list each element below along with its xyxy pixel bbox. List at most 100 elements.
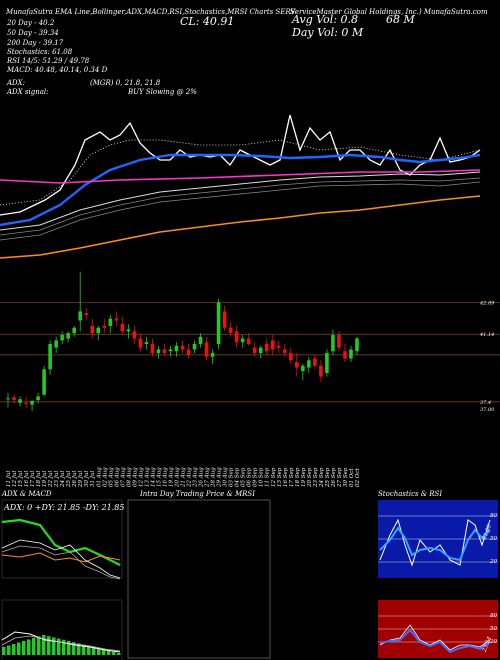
date-label: 23 Aug — [193, 467, 199, 488]
adx-line — [1, 539, 121, 579]
bollinger-lower-line — [0, 181, 481, 241]
candle-body — [174, 345, 179, 352]
mrsi-level-80: 80 — [490, 613, 497, 619]
stochastics-rsi-panel — [378, 500, 498, 658]
date-label: 01 Oct — [349, 468, 355, 487]
date-label: 26 Jul — [72, 471, 78, 488]
date-label: 29 Aug — [217, 467, 223, 488]
date-label: 30 Jul — [84, 471, 90, 487]
date-label: 23 Sep — [313, 467, 319, 488]
adx-signal-line — [1, 545, 121, 580]
candle-body — [48, 344, 52, 370]
date-label: 19 Sep — [301, 467, 307, 487]
candle-body — [150, 344, 155, 354]
date-label: 13 Sep — [277, 467, 283, 487]
stochastics-label: Stochastics: 61.08 — [7, 48, 73, 56]
intraday-panel — [127, 499, 271, 659]
date-label: 05 Aug — [108, 467, 114, 487]
date-label: 22 Aug — [187, 467, 193, 488]
date-label: 29 Jul — [78, 471, 84, 488]
date-label: 09 Aug — [132, 467, 138, 487]
date-label: 20 Aug — [174, 467, 180, 488]
candle-body — [258, 347, 263, 354]
candle-body — [72, 327, 76, 334]
date-label: 01 Aug — [96, 467, 102, 487]
candle-body — [246, 338, 251, 344]
candle-body — [270, 340, 275, 350]
adx-values: (MGR) 0, 21.8, 21.8 — [90, 79, 161, 87]
macd-signal-line — [1, 635, 121, 652]
mrsi-blue-line — [379, 628, 491, 654]
rsi-label: RSI 14/5: 51.29 / 49.78 — [7, 57, 90, 65]
macd-bar — [17, 642, 21, 655]
stochastic-d-line — [379, 526, 491, 562]
candle-body — [138, 338, 143, 348]
candle-body — [6, 398, 10, 400]
date-axis-labels: 11 Jul 12 Jul 15 Jul 16 Jul 17 Jul 18 Jul 19 J… — [6, 467, 361, 488]
candlestick-series — [6, 271, 359, 411]
date-label: 30 Sep — [343, 467, 349, 487]
macd-bar — [92, 647, 96, 655]
candle-body — [210, 353, 215, 357]
candle-body — [60, 334, 64, 341]
candle-body — [132, 331, 137, 339]
date-label: 12 Jul — [12, 471, 18, 487]
date-label: 23 Jul — [54, 471, 60, 488]
ema20-label: 20 Day - 40.2 — [7, 19, 55, 27]
candle-body — [307, 360, 311, 368]
ema200-label: 200 Day - 39.17 — [7, 39, 64, 47]
price-label-0: 42.89 — [479, 301, 495, 307]
candle-body — [24, 402, 28, 404]
macd-bar — [12, 644, 16, 655]
macd-bar — [112, 651, 116, 655]
macd-bar — [82, 644, 86, 655]
date-label: 16 Aug — [162, 467, 168, 487]
date-label: 22 Jul — [48, 471, 54, 488]
header-title-right: ServiceMaster Global Holdings, Inc.) Mun… — [290, 8, 488, 16]
macd-bar — [107, 650, 111, 655]
macd-bar — [32, 638, 36, 655]
candle-body — [18, 399, 22, 403]
date-label: 20 Sep — [307, 467, 313, 488]
date-label: 18 Sep — [295, 467, 301, 487]
candle-body — [180, 345, 185, 350]
candle-body — [222, 311, 227, 328]
date-label: 12 Sep — [271, 467, 277, 487]
macd-bar — [22, 641, 26, 655]
candle-body — [168, 349, 173, 352]
candle-body — [325, 353, 329, 373]
candle-body — [283, 349, 287, 354]
date-label: 15 Jul — [18, 471, 24, 487]
candle-body — [228, 327, 233, 334]
date-label: 02 Oct — [355, 468, 361, 487]
macd-bar — [77, 643, 81, 655]
macd-bar — [117, 653, 121, 655]
date-label: 25 Jul — [66, 471, 72, 488]
adx-signal-label: ADX signal: — [7, 88, 49, 96]
candle-body — [240, 338, 245, 343]
date-label: 14 Aug — [150, 467, 156, 487]
candle-body — [192, 344, 197, 350]
bollinger-mid-line — [0, 177, 481, 236]
intraday-panel-title: Intra Day Trading Price & MRSI — [140, 490, 255, 498]
candle-body — [66, 333, 70, 339]
avg-vol-label: Avg Vol: 0.8 — [292, 13, 359, 26]
candle-body — [108, 318, 113, 326]
candle-body — [264, 344, 269, 352]
mrsi-level-50: 50 — [490, 626, 497, 632]
moving-average-lines — [0, 114, 481, 259]
candle-body — [144, 342, 149, 344]
date-label: 28 Aug — [211, 467, 217, 488]
macd-bar — [97, 648, 101, 655]
adx-minus-line — [1, 552, 121, 563]
date-label: 25 Sep — [325, 467, 331, 488]
macd-histogram — [2, 635, 121, 655]
candle-body — [216, 302, 221, 344]
ema200-line — [0, 195, 481, 259]
date-label: 07 Aug — [120, 467, 126, 487]
stoch-level-20: 20 — [490, 559, 497, 565]
macd-bar — [37, 636, 41, 655]
bollinger-upper-line — [0, 139, 481, 206]
macd-bar — [47, 636, 51, 655]
date-label: 18 Jul — [36, 471, 42, 487]
